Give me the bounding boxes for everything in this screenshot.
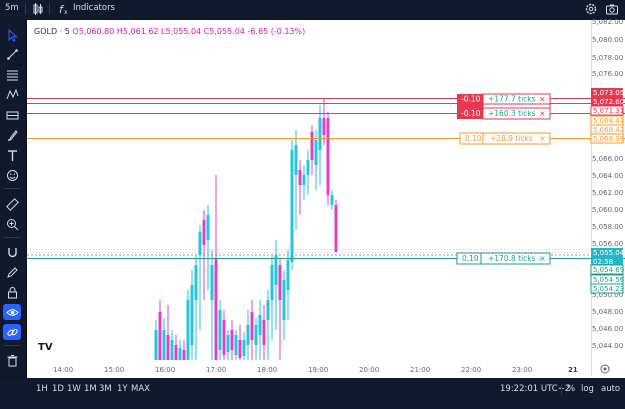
ruler-icon [5,197,19,211]
eye-icon [5,308,19,316]
link-tool[interactable] [3,324,21,340]
toolbar-divider [4,188,20,189]
chart-pane[interactable] [27,20,591,376]
legend-open: O5,060.80 [72,27,115,36]
range-1d[interactable]: 1D [52,384,64,394]
clock[interactable]: 19:22:01 UTC+2 [500,384,571,394]
zoom-in-icon [6,218,18,230]
cursor-tool[interactable] [3,27,21,43]
svg-text:f: f [59,3,65,16]
brush-tool[interactable] [3,127,21,143]
stay-drawing-tool[interactable] [3,264,21,280]
symbol-legend[interactable]: GOLD · 5 O5,060.80 H5,061.62 L5,055.04 C… [34,27,305,36]
range-1w[interactable]: 1W [67,384,81,394]
fib-tool[interactable] [3,66,21,82]
legend-low: L5,055.04 [161,27,202,36]
range-max[interactable]: MAX [131,384,150,394]
legend-change: -6.65 (-0.13%) [247,27,306,36]
camera-icon[interactable] [605,2,619,16]
chart-bottom-strip [27,376,625,378]
legend-high: H5,061.62 [116,27,159,36]
candles-icon[interactable] [31,2,45,16]
cursor-icon [8,28,18,42]
drawing-toolbar [0,18,25,375]
auto-toggle[interactable]: auto [601,384,621,394]
log-toggle[interactable]: log [581,384,594,394]
fib-icon [6,70,18,80]
bottom-toolbar: 1H 1D 1W 1M 3M 1Y MAX 19:22:01 UTC+2 % l… [0,378,625,409]
toolbar-divider [25,3,26,14]
magnet-tool[interactable] [3,244,21,260]
trash-icon [7,354,17,366]
magnet-icon [7,247,17,257]
delete-tool[interactable] [3,352,21,368]
text-icon [7,149,17,161]
timeframe-selector[interactable]: 5m [5,3,19,13]
pattern-icon [6,88,18,99]
range-1m[interactable]: 1M [84,384,97,394]
forecast-tool[interactable] [3,107,21,123]
toolbar-divider [4,237,20,238]
hide-drawings-tool[interactable] [3,304,21,320]
ruler-forecast-icon [6,111,18,119]
trendline-tool[interactable] [3,46,21,62]
trendline-icon [6,48,18,60]
percent-toggle[interactable]: % [567,384,576,394]
indicators-button[interactable]: Indicators [73,3,115,13]
svg-text:x: x [64,9,68,16]
measure-tool[interactable] [3,196,21,212]
brush-icon [7,129,18,141]
toolbar-divider [4,345,20,346]
symbol-name: GOLD · 5 [34,27,70,36]
smiley-icon [6,169,18,181]
lock-icon [7,286,17,298]
lock-drawings-tool[interactable] [3,284,21,300]
range-1y[interactable]: 1Y [117,384,128,394]
pattern-tool[interactable] [3,86,21,102]
pencil-lock-icon [6,266,18,278]
text-tool[interactable] [3,147,21,163]
range-1h[interactable]: 1H [36,384,48,394]
settings-icon[interactable] [584,2,598,16]
toolbar-divider [49,3,50,14]
emoji-tool[interactable] [3,167,21,183]
zoom-tool[interactable] [3,216,21,232]
link-icon [6,328,18,336]
range-3m[interactable]: 3M [99,384,112,394]
legend-close: C5,055.04 [203,27,245,36]
price-scale[interactable] [591,20,625,376]
toolbar-divider [561,384,562,395]
